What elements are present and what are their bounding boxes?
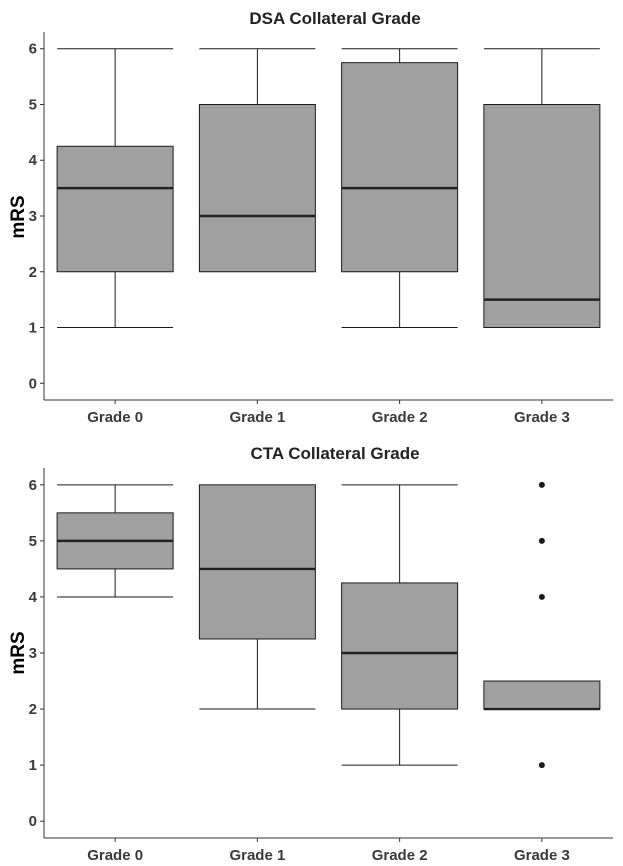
y-tick-label: 4 [29, 589, 38, 606]
y-axis-label: mRS [8, 631, 29, 674]
y-tick-label: 5 [29, 533, 37, 550]
x-tick-label: Grade 2 [372, 847, 428, 861]
outlier-point [538, 762, 545, 769]
box-group [483, 48, 601, 329]
iqr-box [341, 62, 459, 273]
iqr-box [198, 484, 316, 640]
y-tick-label: 1 [29, 320, 37, 337]
outlier-point [538, 537, 545, 544]
y-tick-label: 4 [29, 152, 38, 169]
chart-title: DSA Collateral Grade [249, 9, 420, 28]
iqr-box [198, 103, 316, 273]
iqr-box [56, 145, 174, 273]
box-group [56, 48, 174, 329]
y-tick-label: 6 [29, 477, 37, 494]
y-tick-label: 5 [29, 96, 37, 113]
y-tick-label: 0 [29, 375, 37, 392]
box-group [198, 48, 316, 273]
cta-panel: CTA Collateral Grade mRS 0 1 2 3 4 5 6 Grade 0 G… [8, 444, 613, 864]
x-tick-label: Grade 1 [229, 409, 285, 426]
dsa-panel: DSA Collateral Grade mRS 0 1 2 3 4 5 6 Grade 0 G… [8, 9, 613, 426]
x-tick-label: Grade 1 [229, 847, 285, 861]
x-tick-label: Grade 3 [514, 847, 570, 861]
iqr-box [341, 582, 459, 710]
x-tick-label: Grade 0 [87, 409, 143, 426]
box-group [483, 481, 601, 769]
outlier-point [538, 481, 545, 488]
outlier-point [538, 593, 545, 600]
box-group [341, 484, 459, 766]
y-tick-label: 0 [29, 813, 37, 830]
y-tick-label: 6 [29, 41, 37, 58]
x-tick-label: Grade 0 [87, 847, 143, 861]
iqr-box [483, 680, 601, 710]
y-tick-label: 3 [29, 645, 37, 662]
box-group [341, 48, 459, 329]
y-tick-label: 2 [29, 264, 37, 281]
x-tick-label: Grade 2 [372, 409, 428, 426]
x-tick-label: Grade 3 [514, 409, 570, 426]
y-tick-label: 1 [29, 757, 37, 774]
chart-title: CTA Collateral Grade [250, 444, 419, 463]
y-axis-label: mRS [8, 195, 29, 238]
y-tick-label: 2 [29, 701, 37, 718]
y-tick-label: 3 [29, 208, 37, 225]
box-group [56, 484, 174, 598]
iqr-box [483, 103, 601, 329]
box-group [198, 484, 316, 710]
